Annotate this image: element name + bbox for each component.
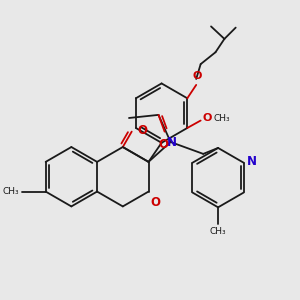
Text: N: N xyxy=(167,136,177,148)
Text: O: O xyxy=(192,71,202,81)
Text: CH₃: CH₃ xyxy=(213,114,230,123)
Text: N: N xyxy=(248,155,257,168)
Text: CH₃: CH₃ xyxy=(3,187,20,196)
Text: O: O xyxy=(158,138,168,151)
Text: O: O xyxy=(202,113,212,123)
Text: O: O xyxy=(151,196,160,209)
Text: CH₃: CH₃ xyxy=(210,227,226,236)
Text: O: O xyxy=(137,124,147,136)
